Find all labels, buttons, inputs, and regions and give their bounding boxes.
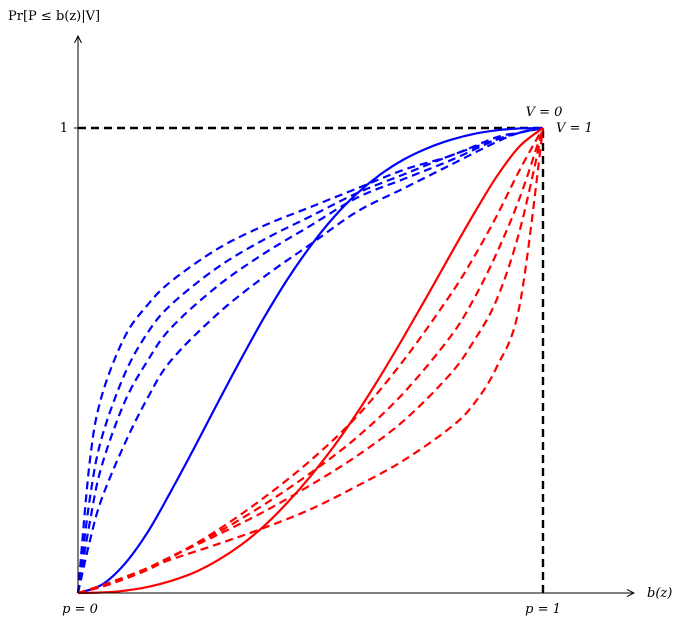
series-line-v0-dashed-4 [76,126,544,594]
series-layer [76,126,545,595]
reference-lines [78,126,545,593]
annotation-v0: V = 0 [526,105,563,120]
y-axis-label: Pr[P ≤ b(z)|V] [8,9,100,24]
annotation-v1: V = 1 [556,121,593,136]
series-line-v1-dashed-7 [77,127,545,595]
x-tick-label-p0: p = 0 [62,602,98,617]
x-axis-label: b(z) [647,586,672,601]
series-line-v1-dashed-8 [77,127,545,595]
series-line-v1-dashed-6 [77,127,544,595]
x-tick-label-p1: p = 1 [525,602,561,617]
series-line-v0-dashed-3 [76,126,544,594]
y-tick-label-1: 1 [60,121,68,136]
series-line-v1-solid-5 [77,127,544,595]
series-line-v0-solid-0 [77,126,544,595]
series-line-v0-dashed-1 [76,126,544,594]
series-line-v1-dashed-9 [77,127,545,595]
series-line-v0-dashed-2 [76,126,544,594]
